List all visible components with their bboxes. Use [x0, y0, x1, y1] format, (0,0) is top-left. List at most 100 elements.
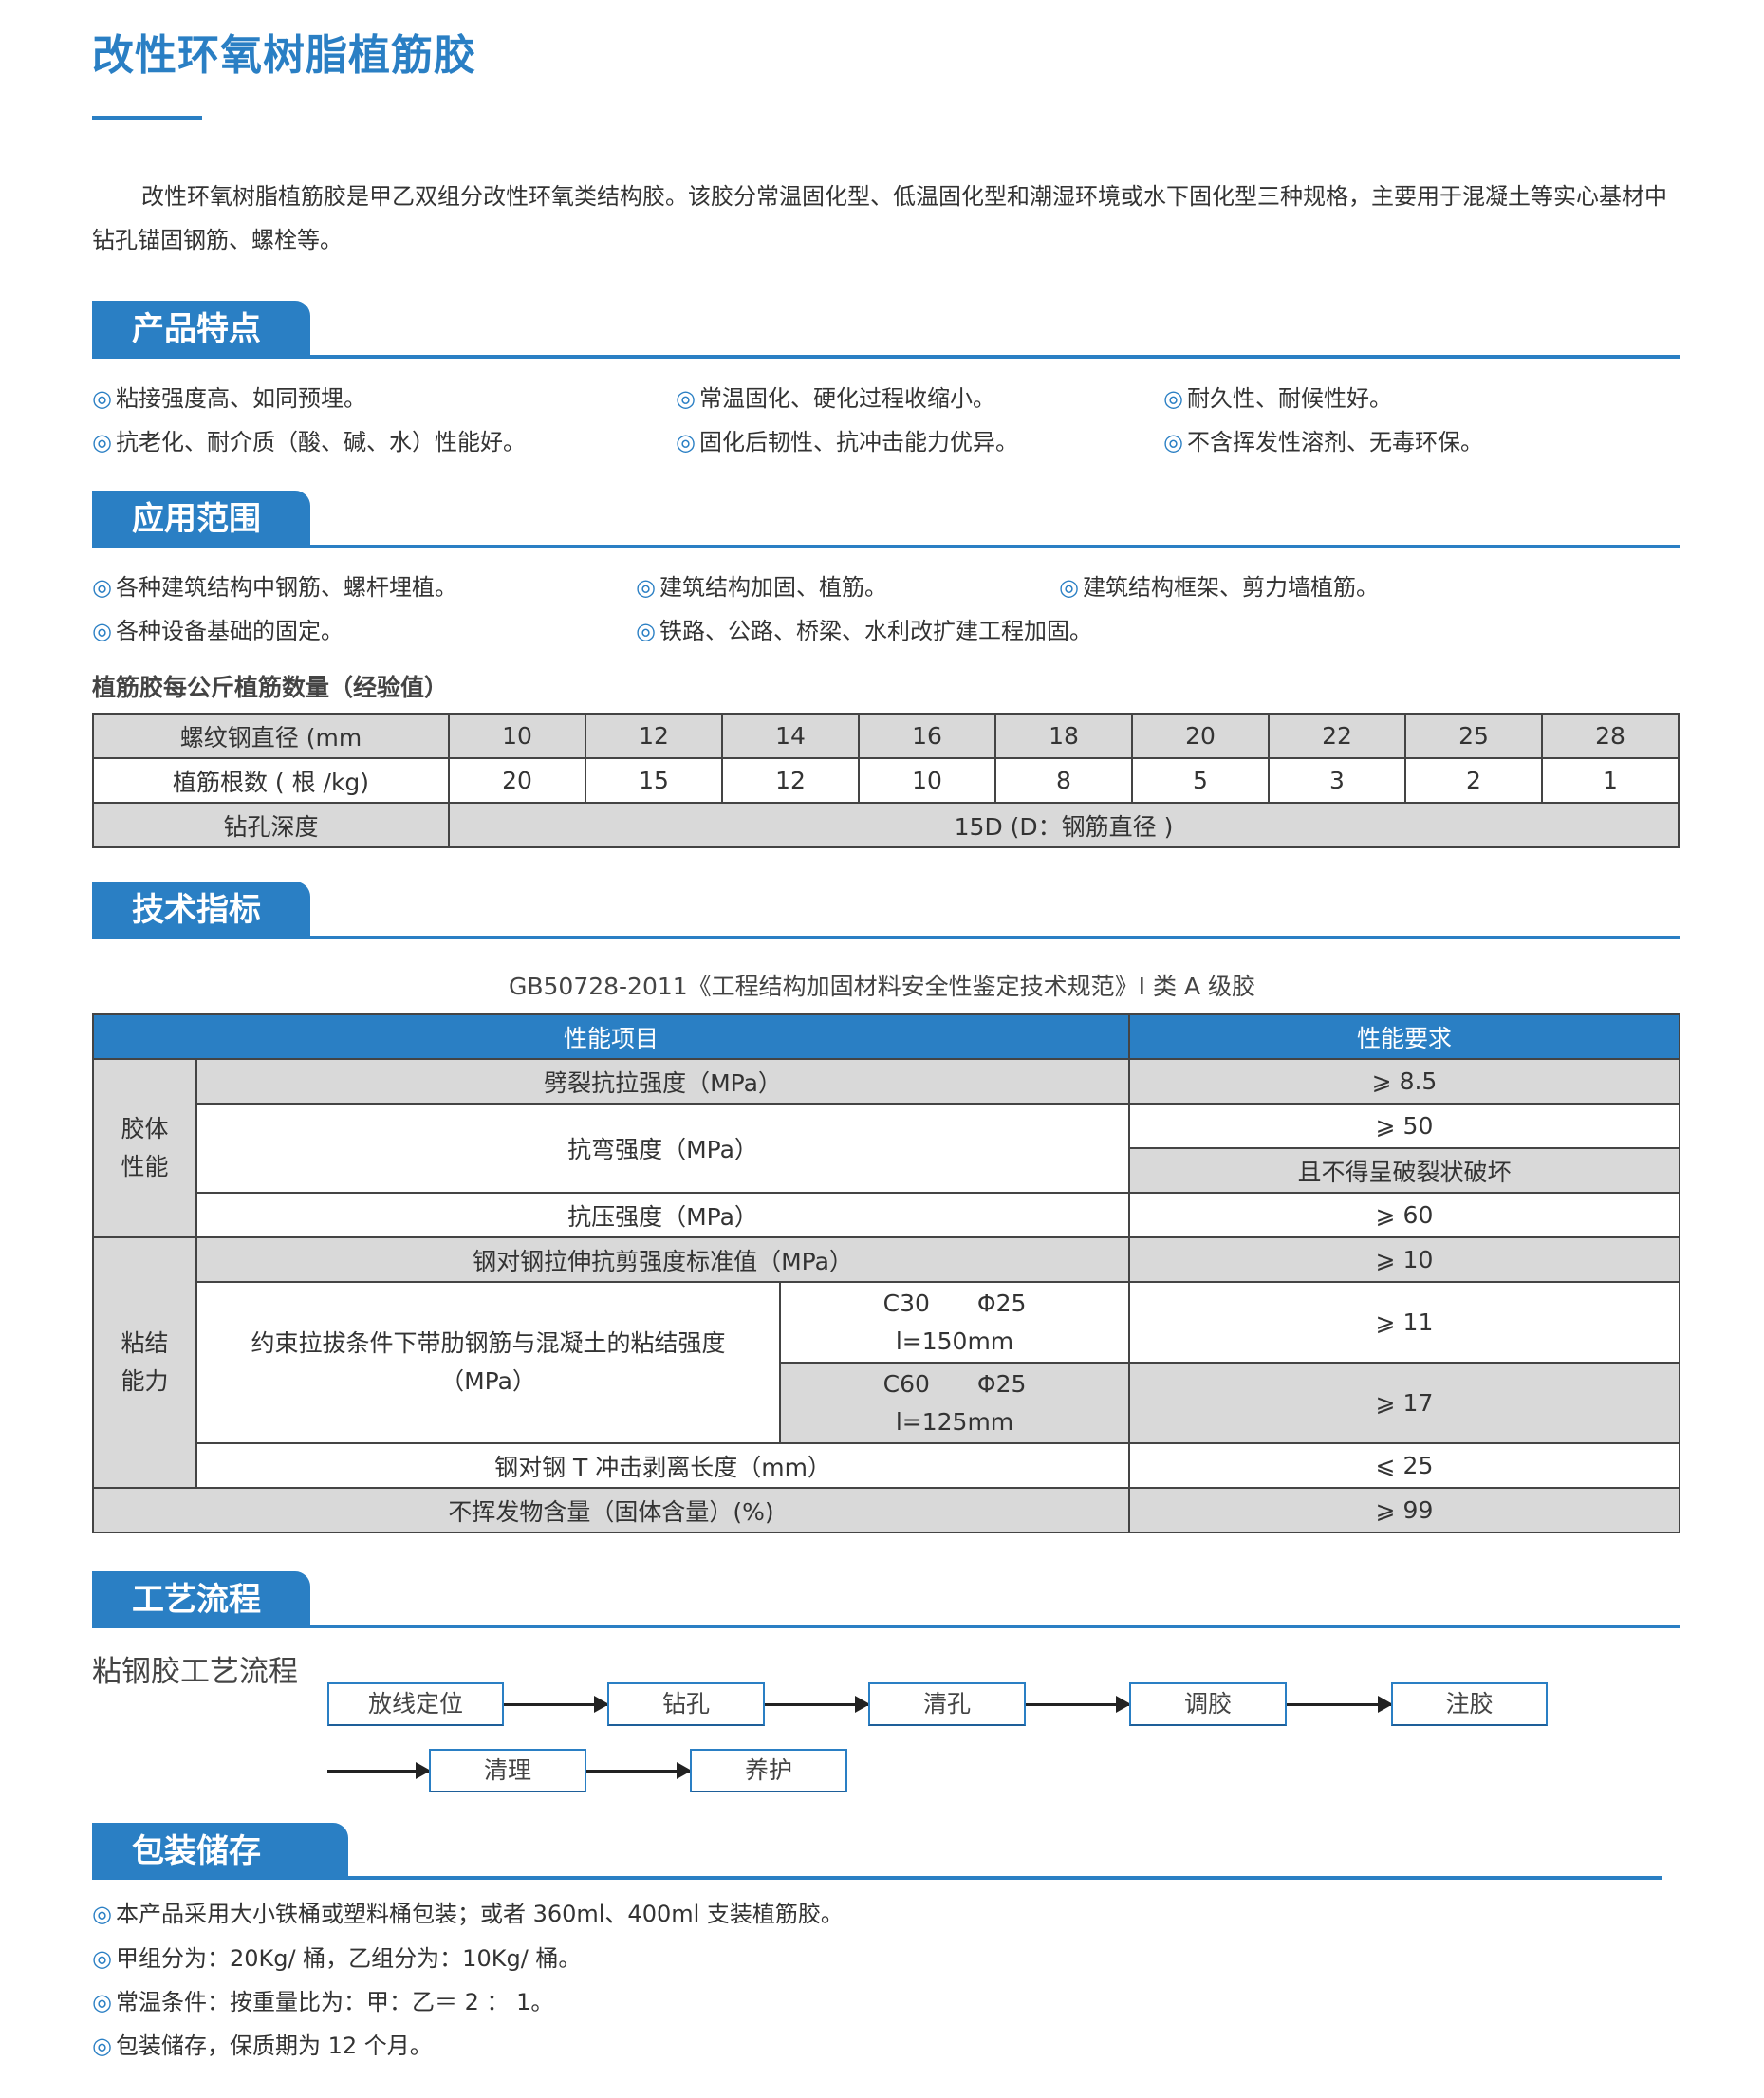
item-cell: 约束拉拔条件下带肋钢筋与混凝土的粘结强度 （MPa）: [195, 1281, 781, 1444]
diameter-cell: 10: [448, 713, 586, 759]
rebar-table: 螺纹钢直径 (mm 10 12 14 16 18 20 22 25 28 植筋根…: [92, 713, 1680, 848]
section-divider: [92, 936, 1680, 939]
section-tab-applications: 应用范围: [92, 491, 310, 548]
arrow-right-icon: [327, 1762, 431, 1779]
table-row: C60 Φ25 l=125mm ⩾ 17: [93, 1362, 1681, 1444]
feature-item: ◎ 抗老化、耐介质（酸、碱、水）性能好。: [92, 423, 526, 456]
feature-text: 耐久性、耐候性好。: [1186, 385, 1392, 412]
requirement-cell: ⩾ 60: [1128, 1192, 1681, 1238]
bullet-circle-icon: ◎: [92, 2033, 112, 2059]
count-cell: 20: [448, 757, 586, 804]
bullet-circle-icon: ◎: [636, 574, 656, 601]
packaging-item: ◎ 常温条件：按重量比为：甲：乙＝ 2 ： 1。: [92, 1983, 553, 2016]
process-subtitle: 粘钢胶工艺流程: [92, 1655, 298, 1689]
category-cell: 粘结 能力: [92, 1236, 197, 1489]
bullet-circle-icon: ◎: [1059, 574, 1079, 601]
section-divider: [92, 1625, 1680, 1628]
count-cell: 15: [585, 757, 723, 804]
item-cell: 抗弯强度（MPa）: [195, 1103, 1131, 1194]
flow-step: 调胶: [1129, 1682, 1287, 1726]
feature-text: 不含挥发性溶剂、无毒环保。: [1186, 429, 1483, 455]
feature-text: 粘接强度高、如同预埋。: [115, 385, 366, 412]
requirement-cell: ⩾ 50: [1128, 1103, 1681, 1149]
flow-step: 养护: [690, 1749, 847, 1792]
requirement-cell: ⩾ 11: [1128, 1281, 1681, 1364]
diameter-cell: 12: [585, 713, 723, 759]
flow-step: 注胶: [1391, 1682, 1548, 1726]
bullet-circle-icon: ◎: [92, 1989, 112, 2015]
section-tab-specs: 技术指标: [92, 882, 310, 938]
table-row-diameter: 螺纹钢直径 (mm 10 12 14 16 18 20 22 25 28: [92, 713, 1680, 759]
packaging-item: ◎ 包装储存，保质期为 12 个月。: [92, 2027, 433, 2060]
table-row: 约束拉拔条件下带肋钢筋与混凝土的粘结强度 （MPa） C30 Φ25 l=150…: [93, 1281, 1681, 1444]
count-cell: 10: [858, 757, 996, 804]
table-row: 抗压强度（MPa） ⩾ 60: [93, 1192, 1681, 1238]
depth-cell: 15D (D：钢筋直径 ): [448, 802, 1680, 848]
header-requirement: 性能要求: [1128, 1013, 1681, 1060]
specs-caption: GB50728-2011《工程结构加固材料安全性鉴定技术规范》I 类 A 级胶: [508, 973, 1255, 1000]
arrow-right-icon: [504, 1696, 609, 1713]
count-cell: 12: [721, 757, 860, 804]
feature-item: ◎ 固化后韧性、抗冲击能力优异。: [676, 423, 1018, 456]
packaging-text: 甲组分为：20Kg/ 桶，乙组分为：10Kg/ 桶。: [115, 1945, 582, 1972]
category-cell: 胶体 性能: [92, 1058, 197, 1238]
feature-text: 固化后韧性、抗冲击能力优异。: [698, 429, 1018, 455]
title-underline: [92, 116, 202, 120]
row-label: 植筋根数 ( 根 /kg): [92, 757, 450, 804]
application-text: 铁路、公路、桥梁、水利改扩建工程加固。: [659, 618, 1092, 644]
packaging-text: 本产品采用大小铁桶或塑料桶包装；或者 360ml、400ml 支装植筋胶。: [115, 1901, 844, 1927]
table-row-count: 植筋根数 ( 根 /kg) 20 15 12 10 8 5 3 2 1: [92, 757, 1680, 804]
application-text: 各种建筑结构中钢筋、螺杆埋植。: [115, 574, 457, 601]
section-tab-features: 产品特点: [92, 301, 310, 358]
packaging-item: ◎ 甲组分为：20Kg/ 桶，乙组分为：10Kg/ 桶。: [92, 1940, 581, 1973]
bullet-circle-icon: ◎: [92, 1901, 112, 1927]
flow-step: 清孔: [868, 1682, 1026, 1726]
feature-item: ◎ 粘接强度高、如同预埋。: [92, 380, 366, 413]
requirement-cell: 且不得呈破裂状破坏: [1128, 1147, 1681, 1194]
header-item: 性能项目: [91, 1013, 1131, 1060]
bullet-circle-icon: ◎: [92, 618, 112, 644]
application-item: ◎ 各种建筑结构中钢筋、螺杆埋植。: [92, 568, 457, 602]
intro-paragraph: 改性环氧树脂植筋胶是甲乙双组分改性环氧类结构胶。该胶分常温固化型、低温固化型和潮…: [92, 183, 1667, 253]
diameter-cell: 14: [721, 713, 860, 759]
application-item: ◎ 各种设备基础的固定。: [92, 612, 344, 645]
feature-text: 抗老化、耐介质（酸、碱、水）性能好。: [115, 429, 526, 455]
specs-table: 性能项目 性能要求 胶体 性能 劈裂抗拉强度（MPa） ⩾ 8.5 抗弯强度（M…: [91, 1013, 1681, 1533]
table-row: 抗弯强度（MPa） ⩾ 50: [93, 1103, 1681, 1194]
flow-step: 放线定位: [327, 1682, 504, 1726]
bullet-circle-icon: ◎: [92, 429, 112, 455]
arrow-right-icon: [1026, 1696, 1131, 1713]
table-row-depth: 钻孔深度 15D (D：钢筋直径 ): [92, 802, 1680, 848]
table-row: 不挥发物含量（固体含量）(%) ⩾ 99: [91, 1487, 1681, 1533]
arrow-right-icon: [586, 1762, 692, 1779]
page-title: 改性环氧树脂植筋胶: [92, 31, 476, 80]
bullet-circle-icon: ◎: [676, 385, 696, 412]
requirement-cell: ⩽ 25: [1128, 1442, 1681, 1489]
section-divider: [92, 545, 1680, 548]
table-header-row: 性能项目 性能要求: [91, 1013, 1681, 1060]
diameter-cell: 16: [858, 713, 996, 759]
item-cell: 钢对钢拉伸抗剪强度标准值（MPa）: [195, 1236, 1131, 1283]
row-label: 螺纹钢直径 (mm: [92, 713, 450, 759]
bullet-circle-icon: ◎: [636, 618, 656, 644]
bullet-circle-icon: ◎: [92, 385, 112, 412]
diameter-cell: 20: [1131, 713, 1270, 759]
feature-item: ◎ 不含挥发性溶剂、无毒环保。: [1163, 423, 1483, 456]
count-cell: 8: [994, 757, 1133, 804]
condition-cell: C60 Φ25 l=125mm: [778, 1362, 1131, 1444]
section-divider: [92, 1876, 1662, 1880]
flow-step: 钻孔: [607, 1682, 765, 1726]
feature-item: ◎ 常温固化、硬化过程收缩小。: [676, 380, 995, 413]
section-tab-packaging: 包装储存: [92, 1823, 348, 1880]
diameter-cell: 25: [1404, 713, 1543, 759]
count-cell: 5: [1131, 757, 1270, 804]
requirement-cell: ⩾ 10: [1128, 1236, 1681, 1283]
bullet-circle-icon: ◎: [1163, 385, 1183, 412]
item-cell: 劈裂抗拉强度（MPa）: [195, 1058, 1131, 1105]
table-row: 钢对钢 T 冲击剥离长度（mm） ⩽ 25: [93, 1442, 1681, 1489]
count-cell: 1: [1541, 757, 1680, 804]
feature-text: 常温固化、硬化过程收缩小。: [698, 385, 995, 412]
requirement-cell: ⩾ 8.5: [1128, 1058, 1681, 1105]
requirement-cell: ⩾ 17: [1128, 1362, 1681, 1444]
application-text: 建筑结构加固、植筋。: [659, 574, 887, 601]
